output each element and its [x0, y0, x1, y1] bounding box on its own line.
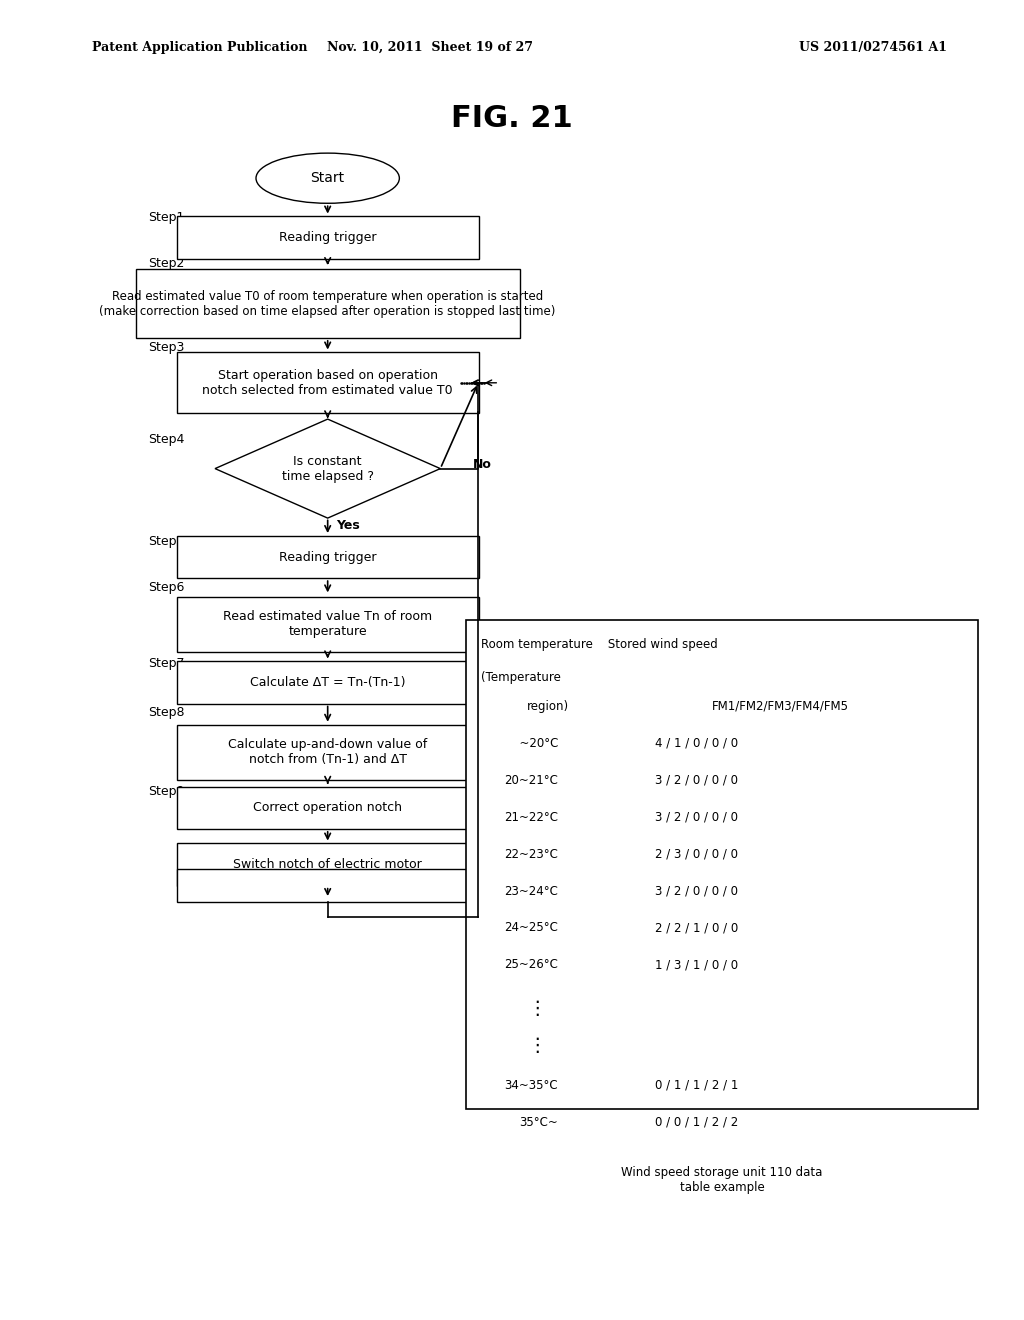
Text: Reading trigger: Reading trigger	[279, 550, 377, 564]
Text: Step5: Step5	[148, 535, 185, 548]
Text: ~20°C: ~20°C	[512, 737, 558, 750]
FancyBboxPatch shape	[177, 597, 479, 652]
Text: Room temperature    Stored wind speed: Room temperature Stored wind speed	[481, 638, 718, 651]
FancyBboxPatch shape	[177, 869, 479, 902]
Text: 21~22°C: 21~22°C	[504, 810, 558, 824]
Text: 1 / 3 / 1 / 0 / 0: 1 / 3 / 1 / 0 / 0	[655, 958, 738, 972]
Text: Is constant
time elapsed ?: Is constant time elapsed ?	[282, 454, 374, 483]
Text: US 2011/0274561 A1: US 2011/0274561 A1	[799, 41, 947, 54]
Text: region): region)	[527, 700, 569, 713]
Text: Calculate up-and-down value of
notch from (Tn-1) and ΔT: Calculate up-and-down value of notch fro…	[228, 738, 427, 767]
Text: ⋮: ⋮	[527, 999, 547, 1018]
Text: 0 / 0 / 1 / 2 / 2: 0 / 0 / 1 / 2 / 2	[655, 1115, 738, 1129]
FancyBboxPatch shape	[177, 787, 479, 829]
Text: Patent Application Publication: Patent Application Publication	[92, 41, 307, 54]
Text: Nov. 10, 2011  Sheet 19 of 27: Nov. 10, 2011 Sheet 19 of 27	[327, 41, 534, 54]
Text: Step7: Step7	[148, 657, 185, 671]
Text: Start: Start	[310, 172, 345, 185]
Text: 2 / 2 / 1 / 0 / 0: 2 / 2 / 1 / 0 / 0	[655, 921, 738, 935]
Text: No: No	[473, 458, 492, 471]
Text: Read estimated value Tn of room
temperature: Read estimated value Tn of room temperat…	[223, 610, 432, 639]
Text: Yes: Yes	[336, 519, 359, 532]
Text: Step1: Step1	[148, 211, 185, 224]
Text: Calculate ΔT = Tn-(Tn-1): Calculate ΔT = Tn-(Tn-1)	[250, 676, 406, 689]
Text: 3 / 2 / 0 / 0 / 0: 3 / 2 / 0 / 0 / 0	[655, 810, 738, 824]
Text: Reading trigger: Reading trigger	[279, 231, 377, 244]
Text: ⋮: ⋮	[527, 1036, 547, 1055]
FancyBboxPatch shape	[177, 536, 479, 578]
FancyBboxPatch shape	[177, 661, 479, 704]
Text: 25~26°C: 25~26°C	[504, 958, 558, 972]
FancyBboxPatch shape	[466, 620, 978, 1109]
Text: Step6: Step6	[148, 581, 185, 594]
Text: Correct operation notch: Correct operation notch	[253, 801, 402, 814]
FancyBboxPatch shape	[177, 725, 479, 780]
Text: 3 / 2 / 0 / 0 / 0: 3 / 2 / 0 / 0 / 0	[655, 884, 738, 898]
Text: Step2: Step2	[148, 257, 185, 271]
Polygon shape	[215, 420, 440, 517]
Text: Step8: Step8	[148, 706, 185, 719]
Text: Step4: Step4	[148, 433, 185, 446]
Text: 2 / 3 / 0 / 0 / 0: 2 / 3 / 0 / 0 / 0	[655, 847, 738, 861]
Text: FIG. 21: FIG. 21	[452, 104, 572, 133]
Text: 22~23°C: 22~23°C	[504, 847, 558, 861]
Text: 35°C~: 35°C~	[519, 1115, 558, 1129]
Ellipse shape	[256, 153, 399, 203]
Text: 0 / 1 / 1 / 2 / 1: 0 / 1 / 1 / 2 / 1	[655, 1078, 738, 1092]
FancyBboxPatch shape	[135, 269, 520, 338]
FancyBboxPatch shape	[177, 352, 479, 413]
Text: (Temperature: (Temperature	[481, 671, 561, 684]
Text: FM1/FM2/FM3/FM4/FM5: FM1/FM2/FM3/FM4/FM5	[712, 700, 849, 713]
Text: Start operation based on operation
notch selected from estimated value T0: Start operation based on operation notch…	[203, 368, 453, 397]
Text: 20~21°C: 20~21°C	[504, 774, 558, 787]
Text: 34~35°C: 34~35°C	[505, 1078, 558, 1092]
FancyBboxPatch shape	[177, 216, 479, 259]
Text: Read estimated value T0 of room temperature when operation is started
(make corr: Read estimated value T0 of room temperat…	[99, 289, 556, 318]
FancyBboxPatch shape	[177, 843, 479, 886]
Text: Step3: Step3	[148, 341, 185, 354]
Text: Wind speed storage unit 110 data
table example: Wind speed storage unit 110 data table e…	[622, 1166, 822, 1193]
Text: 23~24°C: 23~24°C	[504, 884, 558, 898]
Text: 3 / 2 / 0 / 0 / 0: 3 / 2 / 0 / 0 / 0	[655, 774, 738, 787]
Text: 24~25°C: 24~25°C	[504, 921, 558, 935]
Text: Switch notch of electric motor: Switch notch of electric motor	[233, 858, 422, 871]
Text: 4 / 1 / 0 / 0 / 0: 4 / 1 / 0 / 0 / 0	[655, 737, 738, 750]
Text: Step9: Step9	[148, 785, 185, 799]
